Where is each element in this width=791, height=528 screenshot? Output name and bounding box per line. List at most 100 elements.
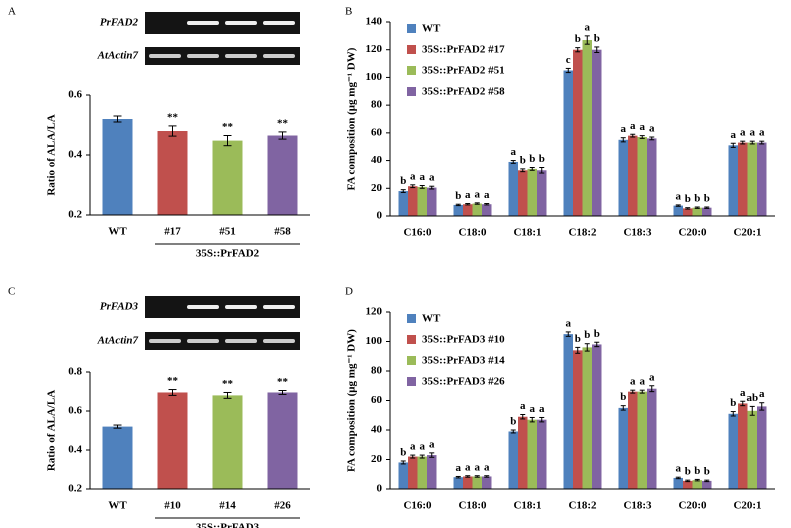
legend-swatch (407, 335, 416, 344)
bar (527, 168, 537, 216)
panel-label: D (345, 286, 353, 298)
gel-label: AtActin7 (97, 335, 139, 347)
bar (157, 392, 188, 489)
significance-letter: a (649, 371, 655, 383)
significance-letter: b (694, 465, 700, 477)
bar (637, 391, 647, 489)
gel-band (187, 339, 219, 343)
bar (157, 131, 188, 215)
bar (637, 137, 647, 216)
significance-letter: a (511, 146, 517, 158)
significance-letter: c (566, 54, 571, 66)
significance-letter: a (475, 188, 481, 200)
bar (757, 142, 767, 216)
y-tick-label: 0.4 (68, 444, 82, 456)
significance-letter: a (465, 461, 471, 473)
bar (673, 205, 683, 216)
gel-band (149, 54, 181, 58)
legend-swatch (407, 314, 416, 323)
significance-letter: a (484, 189, 490, 201)
bar (702, 207, 712, 216)
x-tick-label: WT (108, 500, 127, 512)
significance-letter: a (530, 403, 536, 415)
bar (728, 145, 738, 216)
y-tick-label: 100 (366, 71, 383, 83)
gel (145, 296, 300, 318)
y-tick-label: 80 (371, 99, 383, 111)
significance-letter: a (520, 400, 526, 412)
bar (683, 208, 693, 216)
legend-label: WT (422, 313, 441, 325)
significance-letter: a (429, 172, 435, 184)
bar (702, 480, 712, 489)
bar (573, 49, 583, 216)
bar (417, 186, 427, 216)
x-tick-label: #17 (164, 226, 181, 238)
bar (573, 350, 583, 489)
group-label: 35S::PrFAD2 (196, 248, 260, 260)
y-tick-label: 60 (371, 394, 383, 406)
y-tick-label: 40 (371, 154, 383, 166)
y-tick-label: 0.8 (68, 366, 82, 378)
gel-band (149, 339, 181, 343)
significance-letter: b (685, 466, 691, 478)
gel-label: PrFAD3 (100, 301, 139, 313)
gel-band (263, 54, 295, 58)
bar (747, 142, 757, 216)
gel-band (263, 21, 295, 25)
bar (757, 406, 767, 489)
significance-letter: a (420, 171, 426, 183)
bar (508, 161, 518, 216)
bar (747, 410, 757, 489)
x-tick-label: #14 (219, 500, 236, 512)
bar (628, 135, 638, 216)
significance-letter: a (630, 120, 636, 132)
bar (537, 170, 547, 216)
significance-letter: b (400, 175, 406, 187)
y-tick-label: 100 (366, 335, 383, 347)
group-label: 35S::PrFAD3 (196, 522, 260, 528)
bar (102, 426, 133, 489)
gel (145, 332, 300, 350)
bar (508, 431, 518, 489)
significance-letter: b (520, 154, 526, 166)
bar (692, 207, 702, 216)
y-tick-label: 60 (371, 126, 383, 138)
bar (738, 403, 748, 489)
bar (417, 456, 427, 489)
significance-letter: b (510, 416, 516, 428)
significance-letter: a (640, 376, 646, 388)
significance-letter: b (620, 391, 626, 403)
panel-label: A (8, 6, 16, 18)
panel-label: C (8, 286, 15, 298)
x-tick-label: C18:3 (623, 227, 652, 239)
significance-letter: a (759, 127, 765, 139)
legend-label: WT (422, 23, 441, 35)
legend-label: 35S::PrFAD3 #14 (422, 355, 505, 367)
x-tick-label: #26 (274, 500, 291, 512)
y-axis-label: Ratio of ALA/LA (46, 390, 58, 471)
gel-band (187, 305, 219, 309)
bar (618, 407, 628, 489)
gel-band (263, 339, 295, 343)
significance: ** (222, 121, 234, 133)
significance-letter: a (640, 121, 646, 133)
x-tick-label: C18:3 (623, 500, 652, 512)
y-tick-label: 0.6 (68, 89, 82, 101)
significance-letter: b (400, 447, 406, 459)
bar (463, 476, 473, 489)
bar (628, 391, 638, 489)
x-tick-label: #10 (164, 500, 181, 512)
x-tick-label: #58 (274, 226, 291, 238)
y-axis-label: FA composition (μg mg⁻¹ DW) (346, 329, 358, 472)
x-tick-label: C20:1 (733, 500, 761, 512)
bar (537, 419, 547, 489)
significance-letter: b (455, 190, 461, 202)
legend-label: 35S::PrFAD2 #58 (422, 86, 505, 98)
bar (582, 40, 592, 217)
significance-letter: b (594, 328, 600, 340)
bar (267, 135, 298, 215)
bar (427, 455, 437, 489)
y-tick-label: 0.2 (68, 483, 82, 495)
